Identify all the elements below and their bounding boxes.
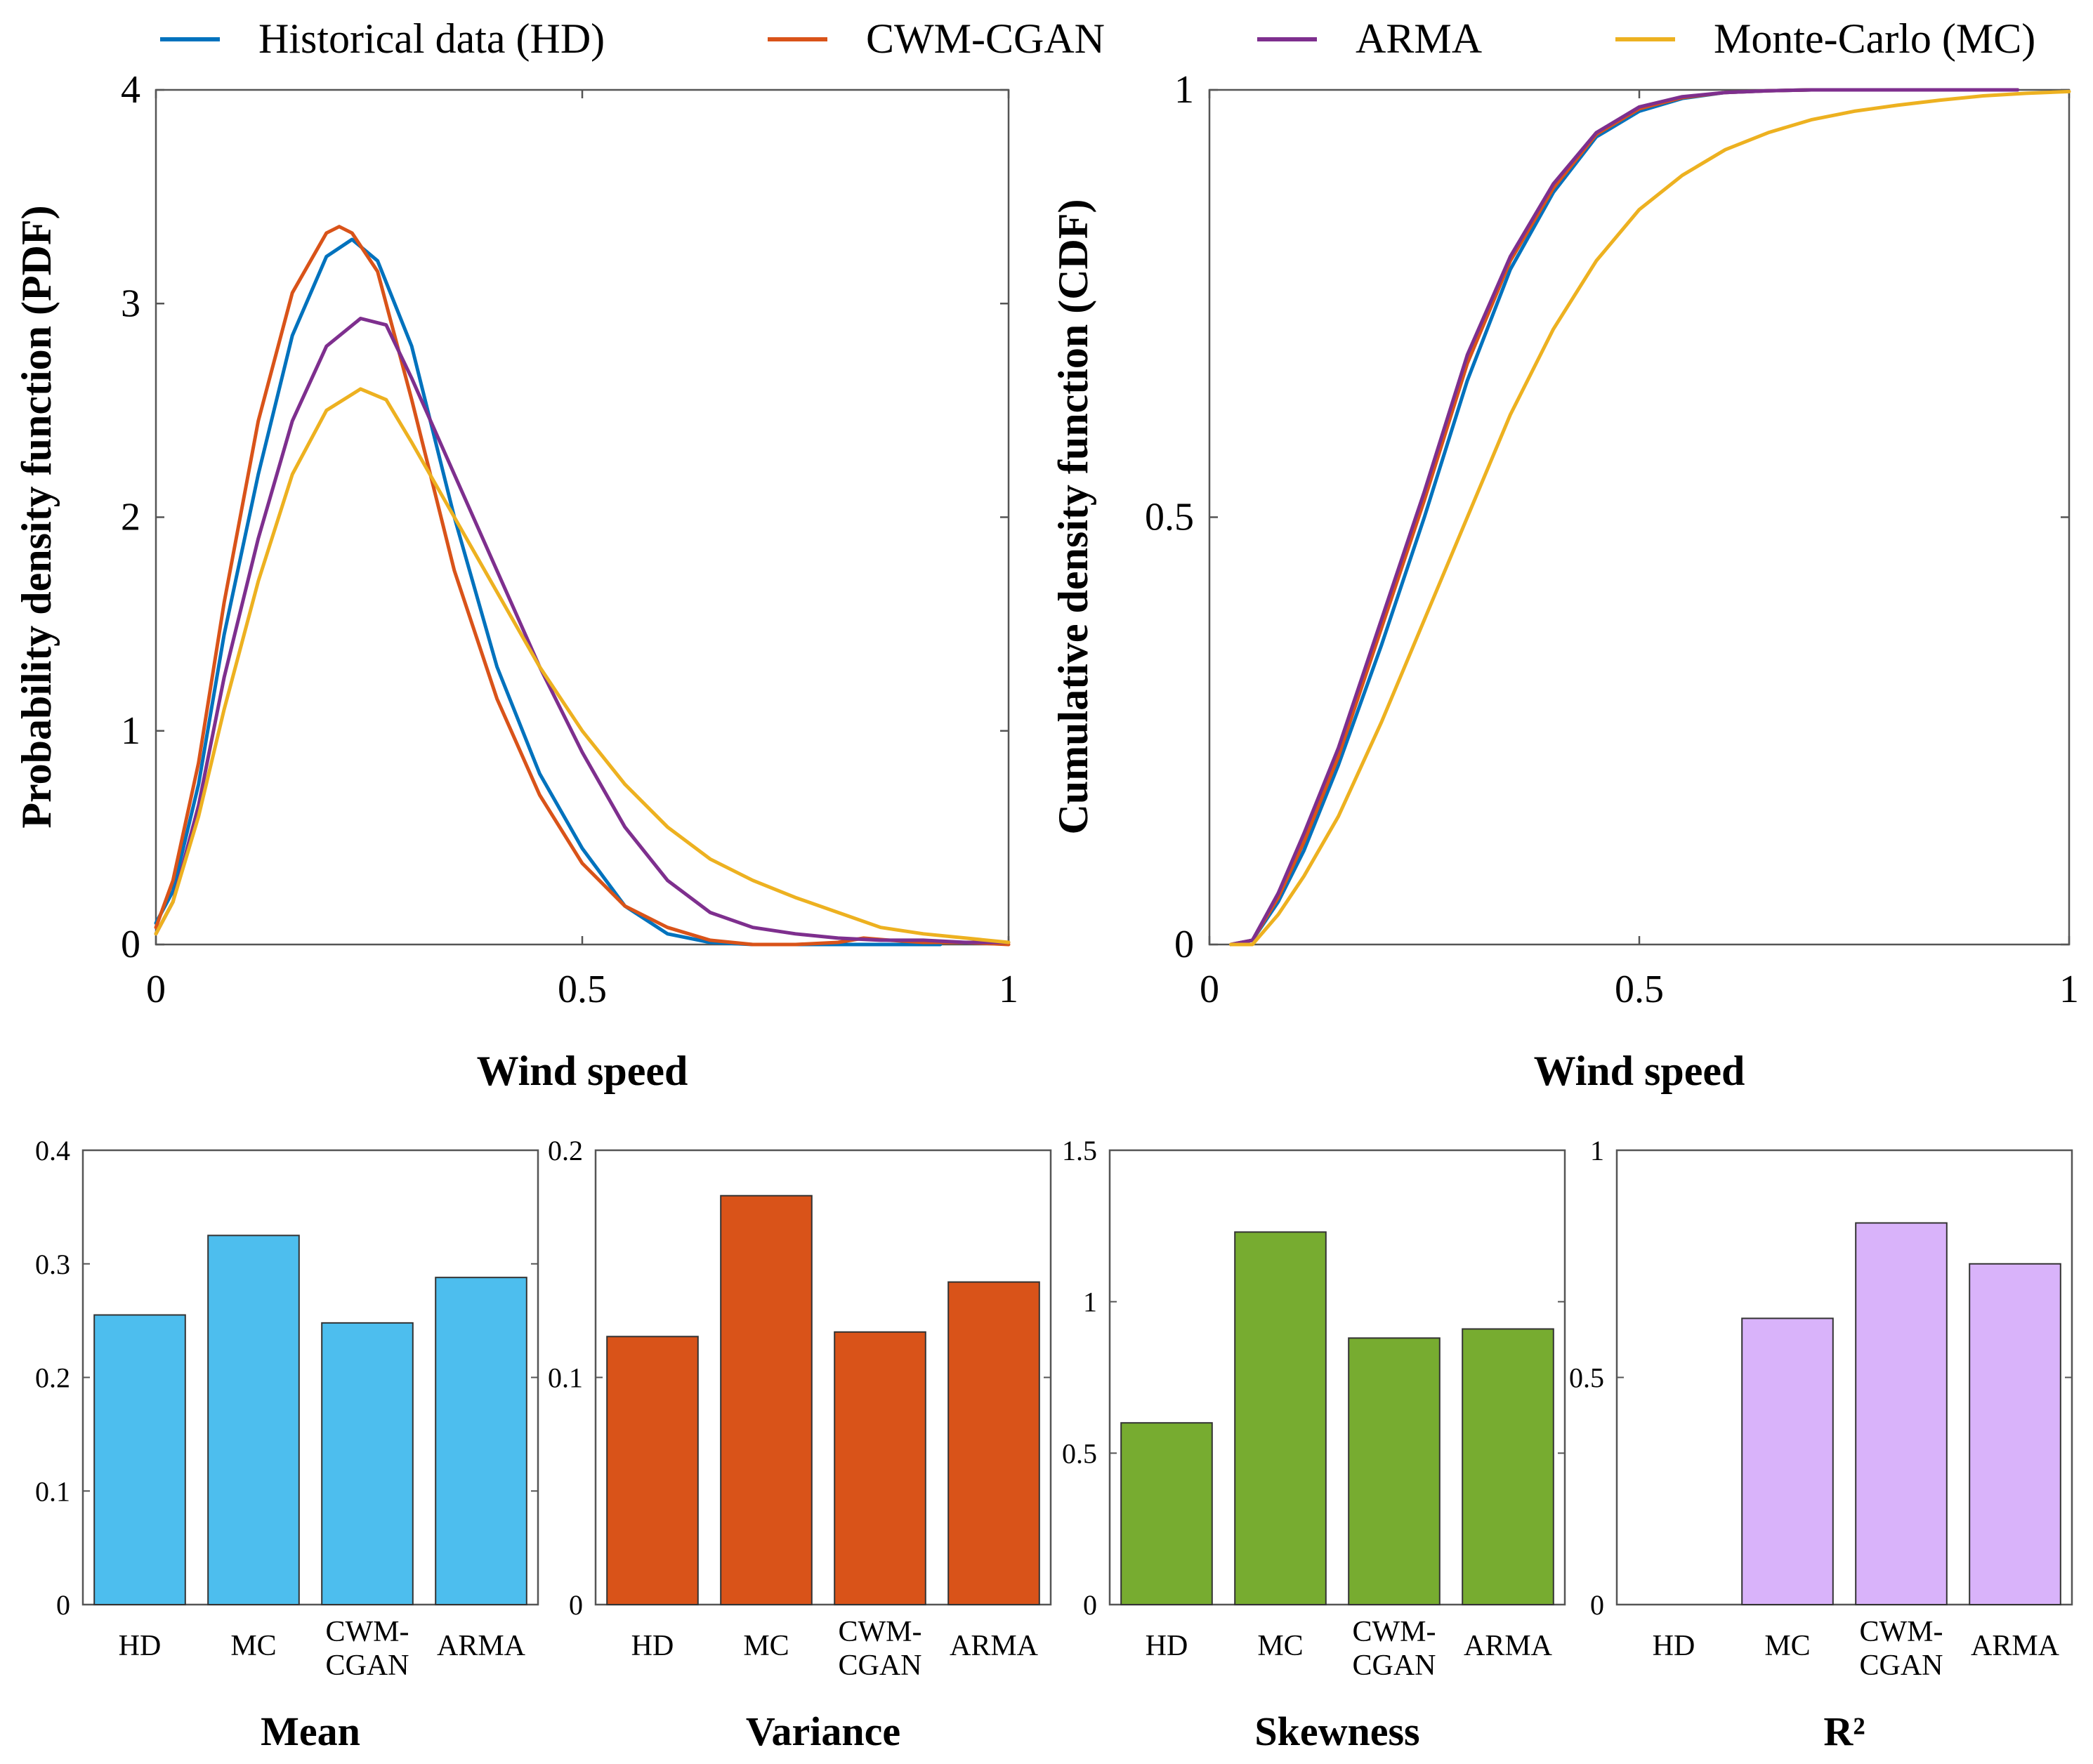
category-label: CWM-CGAN — [1859, 1616, 1943, 1682]
legend-label: Monte-Carlo (MC) — [1714, 15, 2035, 62]
category-label: CWM-CGAN — [1352, 1616, 1436, 1682]
legend-label: ARMA — [1356, 15, 1482, 62]
y-tick-label: 1 — [1590, 1135, 1604, 1166]
skewness-bar-chart: 0 0.5 1 1.5 HD MC CWM-CGAN ARMA Skewness — [1062, 1135, 1566, 1754]
category-label: MC — [743, 1630, 789, 1662]
y-tick-label: 2 — [121, 496, 140, 539]
plot-frame — [155, 88, 1010, 946]
category-label: MC — [1764, 1630, 1810, 1662]
bar — [834, 1331, 926, 1606]
legend: Historical data (HD) CWM-CGAN ARMA Monte-Ca… — [160, 15, 2035, 62]
category-label: ARMA — [1464, 1630, 1553, 1662]
x-tick-label: 0 — [146, 968, 166, 1011]
bar-chart-title: Skewness — [1254, 1709, 1419, 1754]
category-label: MC — [230, 1630, 276, 1662]
y-tick-label: 1 — [1083, 1286, 1097, 1318]
category-label: HD — [1653, 1630, 1695, 1662]
x-axis-title: Wind speed — [477, 1048, 688, 1094]
category-label-line: CWM- — [1860, 1616, 1943, 1648]
series-line — [1229, 88, 2020, 947]
series-line — [154, 225, 1011, 947]
pdf-chart: 0 0.5 1 0 1 2 3 4 Wind speed Probability density … — [13, 68, 1018, 1094]
category-label: HD — [631, 1630, 674, 1662]
bar-chart-title: R² — [1823, 1709, 1865, 1754]
y-tick-label: 0.1 — [35, 1475, 70, 1507]
series-line — [1229, 88, 2020, 947]
bar — [207, 1235, 300, 1605]
bar — [435, 1277, 527, 1606]
y-axis-title: Cumulative density function (CDF) — [1050, 199, 1096, 834]
y-tick-label: 4 — [121, 68, 140, 112]
bar-chart-title: Mean — [261, 1709, 360, 1754]
legend-label: Historical data (HD) — [258, 15, 605, 62]
y-tick-label: 0.2 — [548, 1135, 583, 1166]
y-tick-label: 0 — [1174, 923, 1194, 966]
bar — [321, 1322, 414, 1605]
category-label-line: CGAN — [1352, 1650, 1436, 1682]
y-tick-label: 0.4 — [35, 1135, 70, 1166]
series-line — [154, 387, 1011, 944]
category-label: CWM-CGAN — [325, 1616, 409, 1682]
bar — [93, 1314, 186, 1605]
x-tick-label: 0.5 — [558, 968, 607, 1011]
category-label: CWM-CGAN — [838, 1616, 921, 1682]
series-line — [154, 237, 943, 947]
category-label: ARMA — [1971, 1630, 2060, 1662]
category-label-line: CWM- — [839, 1616, 922, 1648]
y-tick-label: 0 — [121, 923, 140, 966]
category-label: HD — [119, 1630, 162, 1662]
bar — [1120, 1422, 1213, 1605]
bar — [1462, 1328, 1554, 1606]
category-label: ARMA — [950, 1630, 1039, 1662]
x-axis-title: Wind speed — [1534, 1048, 1745, 1094]
x-tick-label: 1 — [999, 968, 1018, 1011]
y-tick-label: 0.5 — [1145, 496, 1194, 539]
x-tick-label: 0 — [1200, 968, 1219, 1011]
series-line — [154, 317, 1011, 944]
y-tick-label: 1 — [1174, 68, 1194, 112]
y-tick-label: 0 — [56, 1589, 70, 1621]
x-tick-label: 0.5 — [1615, 968, 1664, 1011]
y-tick-label: 0.5 — [1062, 1437, 1097, 1469]
category-label-line: CGAN — [325, 1650, 409, 1682]
variance-bar-chart: 0 0.1 0.2 HD MC CWM-CGAN ARMA Variance — [548, 1135, 1052, 1754]
y-tick-label: 0.5 — [1569, 1362, 1604, 1394]
y-tick-label: 0.1 — [548, 1362, 583, 1394]
y-axis-title: Probability density function (PDF) — [13, 205, 60, 828]
y-tick-label: 0 — [1083, 1589, 1097, 1621]
category-label: ARMA — [437, 1630, 526, 1662]
plot-frame — [1108, 1149, 1566, 1606]
bar — [1348, 1337, 1441, 1605]
category-label: HD — [1146, 1630, 1188, 1662]
series-line — [1229, 89, 2071, 947]
legend-label: CWM-CGAN — [866, 15, 1105, 62]
y-tick-label: 1 — [121, 709, 140, 753]
category-label-line: CGAN — [838, 1650, 921, 1682]
mean-bar-chart: 0 0.1 0.2 0.3 0.4 HD MC CWM-CGAN ARMA Mean — [35, 1135, 539, 1754]
category-label-line: CGAN — [1859, 1650, 1943, 1682]
r2-bar-chart: 0 0.5 1 HD MC CWM-CGAN ARMA R² — [1569, 1135, 2073, 1754]
y-tick-label: 3 — [121, 282, 140, 325]
cdf-chart: 0 0.5 1 0 0.5 1 Wind speed Cumulative density f… — [1050, 68, 2079, 1094]
category-label-line: CWM- — [1353, 1616, 1436, 1648]
bar-chart-title: Variance — [746, 1709, 900, 1754]
bar — [1969, 1263, 2061, 1605]
category-label: MC — [1257, 1630, 1303, 1662]
bar — [720, 1194, 813, 1605]
bar — [1741, 1317, 1834, 1605]
y-tick-label: 0.2 — [35, 1362, 70, 1394]
bar — [947, 1281, 1040, 1605]
y-tick-label: 0 — [569, 1589, 583, 1621]
bar — [606, 1336, 699, 1606]
bar — [1234, 1231, 1327, 1605]
x-tick-label: 1 — [2059, 968, 2079, 1011]
y-tick-label: 0 — [1590, 1589, 1604, 1621]
y-tick-label: 0.3 — [35, 1249, 70, 1280]
category-label-line: CWM- — [326, 1616, 409, 1648]
bar — [1855, 1222, 1948, 1605]
y-tick-label: 1.5 — [1062, 1135, 1097, 1166]
series-line — [1229, 88, 2020, 947]
